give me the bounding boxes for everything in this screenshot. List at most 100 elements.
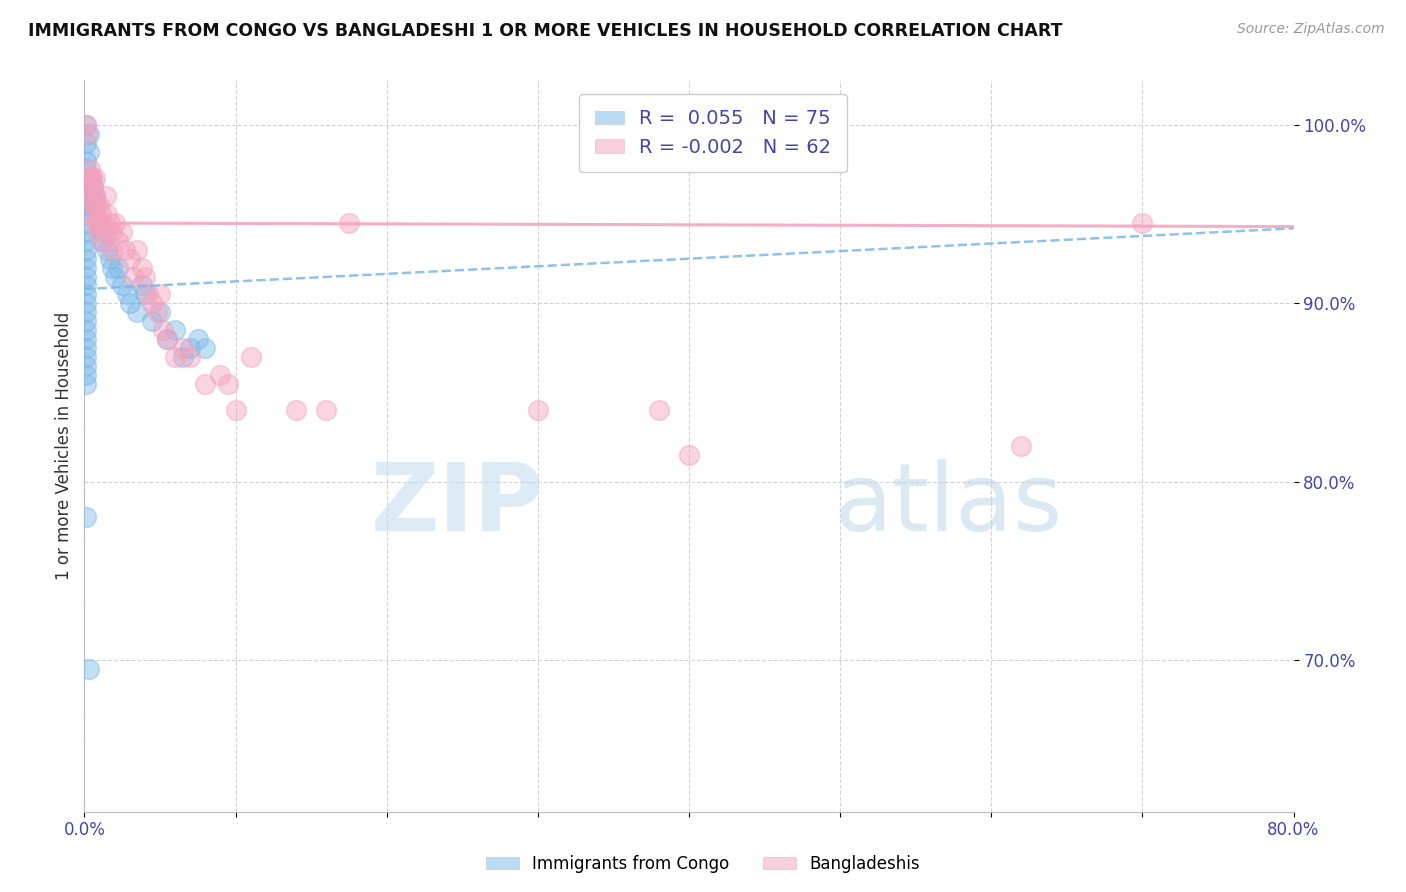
Point (165, 323, 187, 337)
Point (91, 216, 114, 230)
Point (79, 162, 101, 177)
Point (82, 180, 104, 194)
Point (94, 189, 117, 203)
Point (86, 216, 108, 230)
Point (75, 296, 97, 310)
Point (107, 234, 129, 248)
Point (75, 234, 97, 248)
Point (118, 252, 141, 266)
Point (285, 403, 308, 417)
Point (127, 243, 149, 257)
Point (84, 189, 107, 203)
Point (75, 332, 97, 346)
Point (77, 145, 100, 159)
Point (96, 225, 118, 239)
Point (75, 305, 97, 319)
Point (91, 234, 114, 248)
Point (149, 287, 172, 301)
Point (75, 359, 97, 373)
Point (75, 368, 97, 382)
Point (194, 341, 217, 355)
Point (96, 243, 118, 257)
Point (209, 368, 232, 382)
Point (146, 305, 169, 319)
Point (100, 260, 122, 275)
Point (82, 180, 104, 194)
Point (648, 403, 671, 417)
Text: IMMIGRANTS FROM CONGO VS BANGLADESHI 1 OR MORE VEHICLES IN HOUSEHOLD CORRELATION: IMMIGRANTS FROM CONGO VS BANGLADESHI 1 O… (28, 22, 1063, 40)
Point (89, 198, 111, 212)
Point (75, 118, 97, 132)
Point (75, 376, 97, 391)
Point (84, 207, 107, 221)
Point (187, 332, 209, 346)
Point (75, 323, 97, 337)
Point (111, 225, 134, 239)
Point (1011, 439, 1033, 453)
Point (75, 153, 97, 168)
Point (134, 287, 156, 301)
Point (75, 207, 97, 221)
Point (82, 198, 104, 212)
Point (131, 278, 153, 293)
Point (82, 198, 104, 212)
Point (100, 243, 122, 257)
Point (225, 403, 247, 417)
Point (89, 216, 111, 230)
Point (141, 296, 163, 310)
Point (1130, 216, 1153, 230)
Point (84, 171, 107, 186)
Point (75, 510, 97, 524)
Point (527, 403, 550, 417)
Point (91, 234, 114, 248)
Point (80, 189, 103, 203)
Point (79, 171, 101, 186)
Point (337, 216, 360, 230)
Point (77, 171, 100, 186)
Point (134, 269, 156, 284)
Point (96, 207, 118, 221)
Point (75, 198, 97, 212)
Point (179, 350, 201, 364)
Point (75, 269, 97, 284)
Point (107, 260, 129, 275)
Point (75, 243, 97, 257)
Point (104, 269, 127, 284)
Point (98, 252, 121, 266)
Point (239, 350, 262, 364)
Point (84, 189, 107, 203)
Point (86, 198, 108, 212)
Point (75, 162, 97, 177)
Point (75, 180, 97, 194)
Point (104, 216, 127, 230)
Point (141, 314, 163, 328)
Point (115, 287, 138, 301)
Point (75, 287, 97, 301)
Point (76, 127, 98, 141)
Point (90, 207, 112, 221)
Point (86, 198, 108, 212)
Point (217, 376, 239, 391)
Point (80, 171, 103, 186)
Point (118, 296, 141, 310)
Point (127, 305, 149, 319)
Point (111, 278, 134, 293)
Point (75, 314, 97, 328)
Point (87, 225, 110, 239)
Legend: Immigrants from Congo, Bangladeshis: Immigrants from Congo, Bangladeshis (479, 848, 927, 880)
Point (75, 216, 97, 230)
Point (152, 323, 174, 337)
Point (156, 332, 179, 346)
Text: Source: ZipAtlas.com: Source: ZipAtlas.com (1237, 22, 1385, 37)
Point (131, 260, 153, 275)
Point (75, 252, 97, 266)
Point (678, 448, 700, 462)
Point (179, 341, 201, 355)
Point (165, 350, 187, 364)
Point (77, 662, 100, 676)
Point (149, 305, 172, 319)
Point (194, 376, 217, 391)
Point (89, 216, 111, 230)
Point (172, 341, 194, 355)
Point (75, 341, 97, 355)
